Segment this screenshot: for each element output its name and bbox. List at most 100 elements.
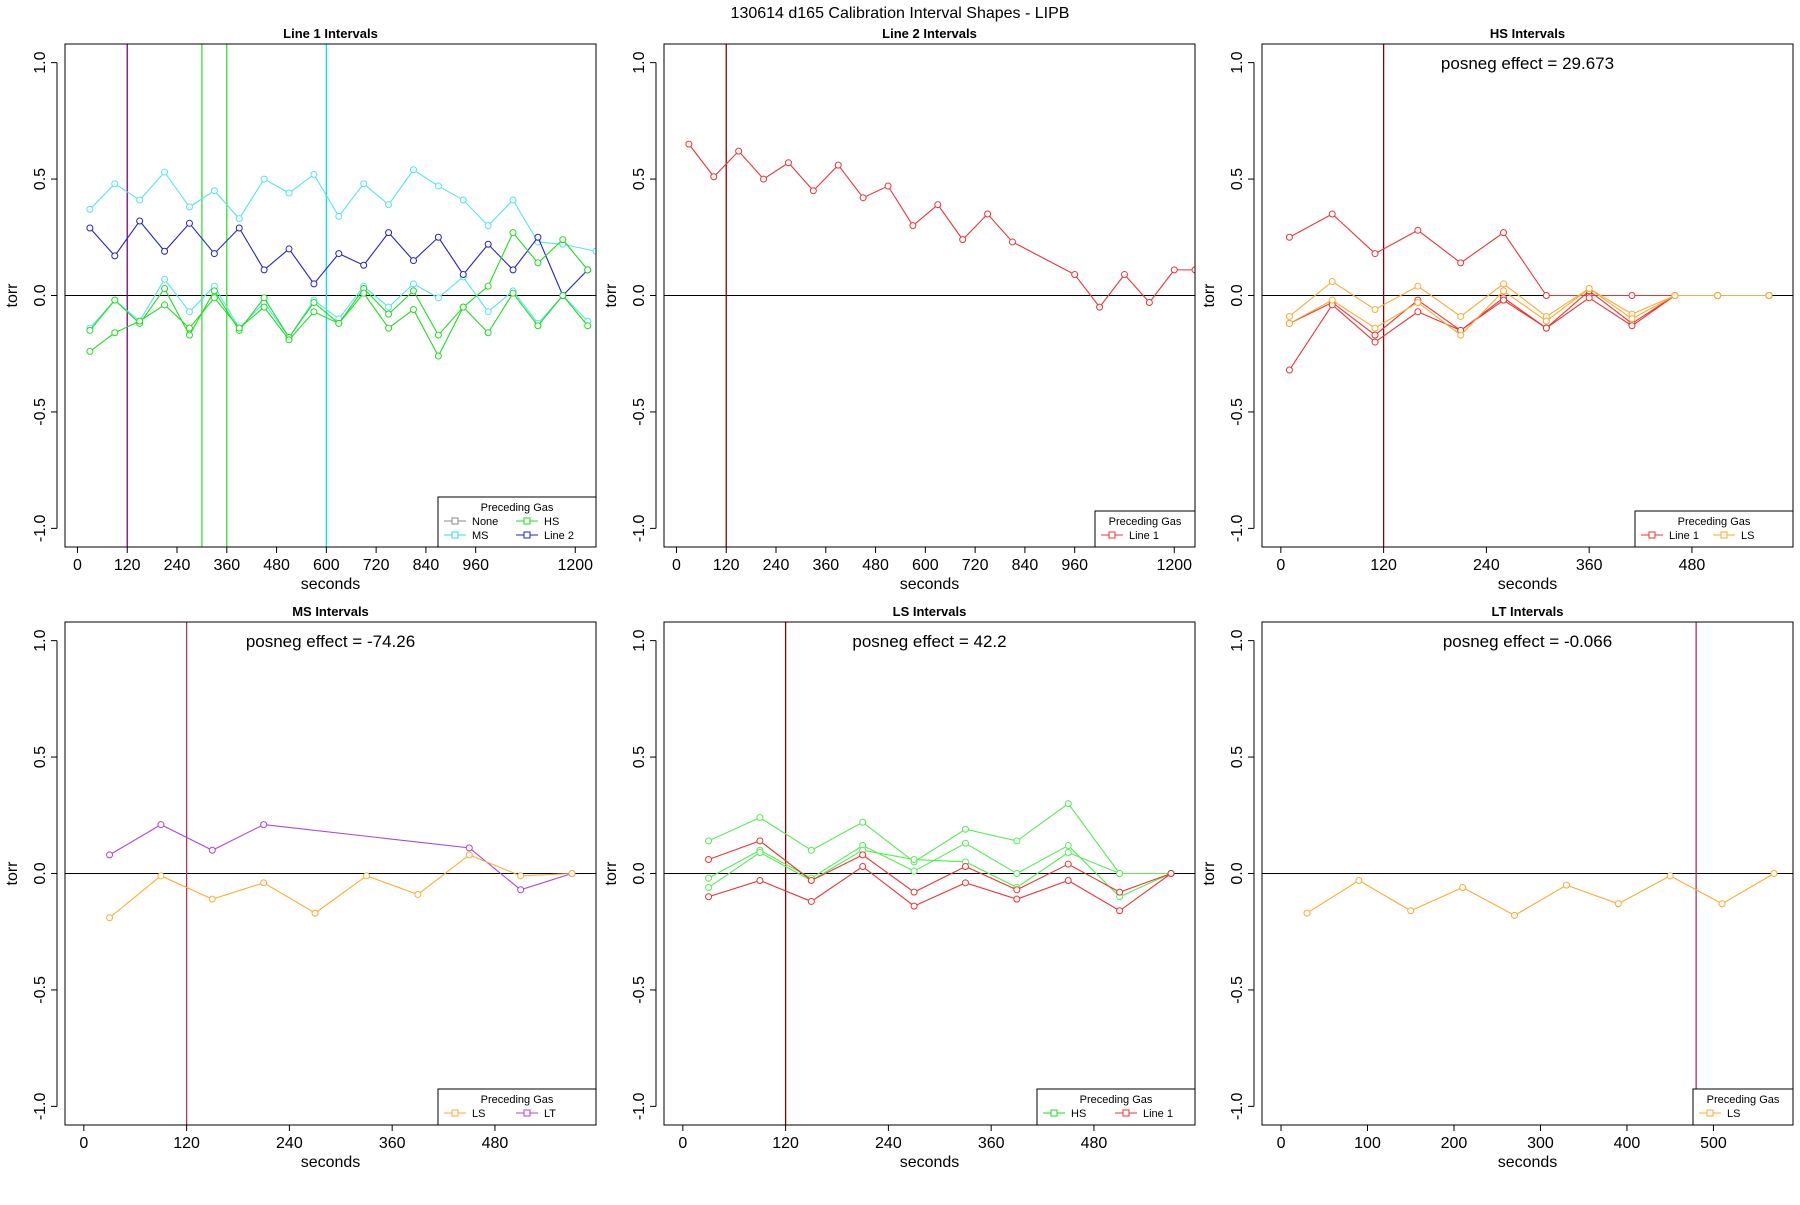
chart-panel-6: LT Intervals -1.0 -0.5 0.0 0.5 1.0 torr 0 100 200… [1201, 604, 1794, 1171]
series-line [109, 823, 573, 891]
x-tick-label: 500 [1700, 1135, 1727, 1152]
figure-title: 130614 d165 Calibration Interval Shapes … [731, 5, 1070, 22]
x-tick-label: 120 [1370, 557, 1397, 574]
data-point [484, 308, 492, 316]
data-point [807, 897, 815, 905]
data-point [559, 292, 567, 299]
legend-box [1692, 1088, 1794, 1126]
y-tick-label: 1.0 [32, 51, 49, 73]
x-tick-label: 960 [462, 557, 489, 574]
data-point [285, 245, 293, 253]
data-point [884, 182, 892, 190]
data-point [136, 217, 144, 225]
x-axis-label: seconds [1498, 1154, 1558, 1171]
data-point [157, 821, 165, 829]
data-point [409, 257, 417, 265]
legend-swatch-marker [1050, 1109, 1058, 1117]
data-point [310, 298, 318, 306]
data-point [459, 271, 467, 279]
data-point [1071, 271, 1079, 279]
y-tick-label: 0.5 [631, 746, 648, 768]
data-point [809, 187, 817, 195]
data-point [1407, 907, 1415, 915]
data-point [1116, 870, 1124, 877]
legend: Preceding Gas None HS MS Line 2 [437, 496, 597, 548]
x-tick-label: 360 [978, 1135, 1005, 1152]
data-point [984, 210, 992, 218]
data-point [1013, 837, 1021, 845]
legend-entry-label: HS [544, 516, 559, 528]
y-axis-label: torr [4, 861, 21, 886]
x-axis-label: seconds [301, 1154, 361, 1171]
data-point [335, 250, 343, 258]
y-axis: -1.0 -0.5 0.0 0.5 1.0 torr [1201, 629, 1255, 1120]
data-point [1718, 900, 1726, 908]
y-tick-label: -0.5 [1229, 976, 1246, 1004]
data-point [1303, 909, 1311, 917]
data-point [311, 909, 319, 917]
data-point [584, 266, 592, 274]
y-tick-label: 0.0 [631, 862, 648, 884]
series-group [685, 140, 1195, 311]
x-tick-label: 360 [812, 557, 839, 574]
data-point [1542, 324, 1550, 332]
data-point [1170, 266, 1178, 274]
x-tick-label: 960 [1061, 557, 1088, 574]
y-axis-label: torr [1201, 861, 1218, 886]
x-tick-label: 360 [1576, 557, 1603, 574]
data-point [1500, 296, 1508, 304]
data-point [484, 329, 492, 337]
legend-box [437, 496, 597, 548]
data-point [1585, 285, 1593, 293]
data-point [1064, 842, 1072, 850]
data-point [1116, 888, 1124, 896]
x-tick-label: 240 [875, 1135, 902, 1152]
x-axis-label: seconds [1498, 576, 1558, 593]
data-point [910, 856, 918, 864]
x-tick-label: 240 [763, 557, 790, 574]
y-tick-label: -0.5 [32, 976, 49, 1004]
y-tick-label: -1.0 [631, 514, 648, 542]
data-point [136, 196, 144, 204]
data-point [509, 196, 517, 204]
data-point [961, 839, 969, 847]
data-point [260, 175, 268, 183]
x-tick-label: 480 [263, 557, 290, 574]
x-tick-label: 120 [114, 557, 141, 574]
data-point [1457, 331, 1465, 339]
data-point [910, 867, 918, 875]
series-line [708, 849, 1172, 889]
series-line [1288, 294, 1770, 371]
legend-entry-label: Line 2 [544, 530, 574, 542]
series-line [1289, 280, 1770, 318]
data-point [285, 336, 293, 344]
data-point [756, 837, 764, 845]
legend-title: Preceding Gas [1109, 516, 1182, 528]
data-point [1628, 315, 1636, 323]
legend-entry-label: None [472, 516, 498, 528]
data-point [208, 895, 216, 903]
data-point [1666, 872, 1674, 880]
data-point [111, 252, 119, 260]
data-point [409, 166, 417, 174]
data-point [86, 347, 94, 355]
legend-entry-label: Line 1 [1669, 530, 1699, 542]
x-tick-label: 0 [73, 557, 82, 574]
data-point [285, 189, 293, 197]
data-point [161, 275, 169, 283]
data-point [210, 250, 218, 258]
data-point [1414, 282, 1422, 290]
x-tick-label: 240 [164, 557, 191, 574]
series-line [708, 840, 1172, 893]
y-tick-label: -1.0 [1229, 514, 1246, 542]
chart-panel-5: LS Intervals -1.0 -0.5 0.0 0.5 1.0 torr 0 120 240… [603, 604, 1196, 1171]
y-tick-label: -0.5 [32, 398, 49, 426]
x-tick-label: 720 [363, 557, 390, 574]
data-point [1371, 331, 1379, 339]
data-point [705, 893, 713, 901]
data-point [534, 259, 542, 267]
series-group [1303, 870, 1778, 919]
legend: Preceding Gas Line 1 LS [1634, 510, 1794, 548]
legend-entry-label: LS [472, 1108, 485, 1120]
